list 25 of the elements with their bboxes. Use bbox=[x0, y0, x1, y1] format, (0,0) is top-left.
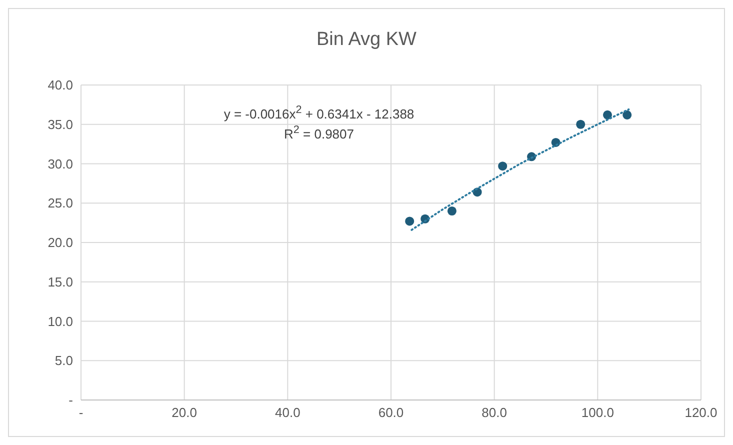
y-tick-label: 5.0 bbox=[54, 353, 73, 368]
point bbox=[576, 120, 586, 129]
x-tick-label: 40.0 bbox=[275, 405, 300, 420]
x-tick-label: 80.0 bbox=[482, 405, 507, 420]
point bbox=[622, 110, 632, 120]
y-tick-label: - bbox=[68, 392, 73, 408]
x-tick-label: 120.0 bbox=[684, 405, 718, 420]
x-tick-label: 60.0 bbox=[378, 405, 404, 420]
y-tick-label: 30.0 bbox=[48, 156, 73, 172]
annotation: y = -0.0016x$^{2}$ + 0.6341x - 12.388 bbox=[222, 104, 416, 122]
chart-title: Bin Avg KW bbox=[316, 29, 418, 51]
x-tick-label: - bbox=[78, 405, 84, 420]
x-tick-label: 20.0 bbox=[172, 405, 197, 420]
point bbox=[447, 206, 456, 216]
x-tick-label: 100.0 bbox=[581, 405, 614, 420]
point bbox=[602, 110, 612, 120]
annotation: R$^{2}$ = 0.9807 bbox=[283, 124, 355, 142]
y-tick-label: 15.0 bbox=[48, 274, 73, 290]
y-tick-label: 10.0 bbox=[48, 314, 73, 329]
point bbox=[405, 216, 414, 226]
y-tick-label: 25.0 bbox=[48, 196, 73, 211]
y-tick-label: 40.0 bbox=[48, 78, 73, 93]
point bbox=[498, 162, 508, 171]
y-tick-label: 20.0 bbox=[48, 235, 73, 250]
y-tick-label: 35.0 bbox=[48, 116, 73, 132]
